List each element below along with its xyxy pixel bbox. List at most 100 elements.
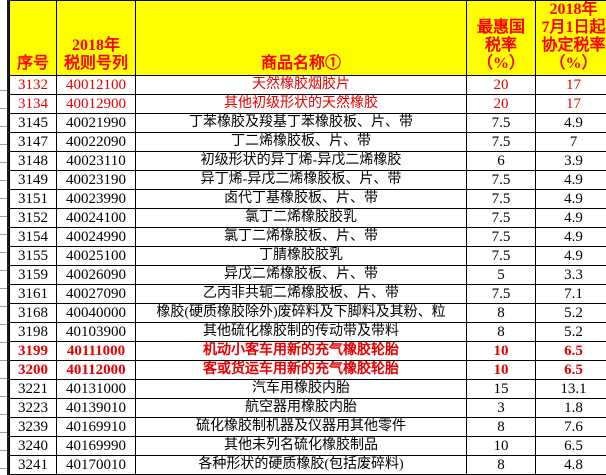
cell-code: 40026090: [56, 265, 136, 285]
header-tariff-code: 2018年 税则号列: [56, 0, 136, 76]
table-row: 3149 40023190 异丁烯-异戊二烯橡胶板、片、带 7.5 4.9: [9, 170, 606, 190]
cell-seq: 3168: [9, 303, 57, 323]
cell-seq: 3147: [9, 132, 57, 152]
cell-name: 丁二烯橡胶板、片、带: [135, 132, 467, 152]
cell-agr: 17: [535, 75, 606, 95]
cell-seq: 3161: [9, 284, 57, 304]
cell-agr: 4.9: [535, 113, 606, 133]
cell-seq: 3223: [9, 398, 57, 418]
cell-name: 客或货运车用新的充气橡胶轮胎: [135, 360, 467, 380]
cell-name: 硫化橡胶制机器及仪器用其他零件: [135, 417, 467, 437]
cell-agr: 4.9: [535, 170, 606, 190]
cropped-left-column: [0, 0, 9, 475]
cell-name: 天然橡胶烟胶片: [135, 75, 467, 95]
cell-agr: 3.3: [535, 265, 606, 285]
cell-name: 汽车用橡胶内胎: [135, 379, 467, 399]
table-row: 3198 40103900 其他硫化橡胶制的传动带及带料 8 5.2: [9, 322, 606, 342]
tariff-rate-table: 序号 2018年 税则号列 商品名称① 最惠国 税率 （%） 2018年 7月1日起 协定…: [9, 0, 606, 475]
header-row: 序号 2018年 税则号列 商品名称① 最惠国 税率 （%） 2018年 7月1日起 协定…: [9, 0, 606, 76]
cell-agr: 6.5: [535, 436, 606, 456]
cell-name: 其他初级形状的天然橡胶: [135, 94, 467, 114]
table-row: 3240 40169990 其他未列名硫化橡胶制品 10 6.5: [9, 436, 606, 456]
cell-mfn: 7.5: [466, 208, 536, 228]
cell-agr: 3.9: [535, 151, 606, 171]
table-row: 3151 40023990 卤代丁基橡胶板、片、带 7.5 4.9: [9, 189, 606, 209]
cell-mfn: 8: [466, 303, 536, 323]
table-row: 3148 40023110 初级形状的异丁烯-异戊二烯橡胶 6 3.9: [9, 151, 606, 171]
table-row: 3134 40012900 其他初级形状的天然橡胶 20 17: [9, 94, 606, 114]
cell-code: 40131000: [56, 379, 136, 399]
cell-seq: 3152: [9, 208, 57, 228]
cell-name: 初级形状的异丁烯-异戊二烯橡胶: [135, 151, 467, 171]
cell-mfn: 7.5: [466, 284, 536, 304]
cell-name: 氯丁二烯橡胶板、片、带: [135, 227, 467, 247]
cell-name: 卤代丁基橡胶板、片、带: [135, 189, 467, 209]
cell-name: 其他未列名硫化橡胶制品: [135, 436, 467, 456]
cell-mfn: 3: [466, 398, 536, 418]
cell-seq: 3145: [9, 113, 57, 133]
cell-name: 丁腈橡胶胶乳: [135, 246, 467, 266]
cell-name: 异丁烯-异戊二烯橡胶板、片、带: [135, 170, 467, 190]
cell-mfn: 15: [466, 379, 536, 399]
table-row: 3147 40022090 丁二烯橡胶板、片、带 7.5 7: [9, 132, 606, 152]
header-agreement-rate: 2018年 7月1日起 协定税率 （%）: [535, 0, 606, 76]
cell-mfn: 7.5: [466, 246, 536, 266]
cell-seq: 3241: [9, 455, 57, 475]
cell-agr: 13.1: [535, 379, 606, 399]
table-row: 3154 40024990 氯丁二烯橡胶板、片、带 7.5 4.9: [9, 227, 606, 247]
cell-code: 40023190: [56, 170, 136, 190]
cell-mfn: 20: [466, 75, 536, 95]
cell-seq: 3239: [9, 417, 57, 437]
cell-code: 40169990: [56, 436, 136, 456]
header-product-name: 商品名称①: [135, 0, 467, 76]
cell-code: 40024990: [56, 227, 136, 247]
cell-code: 40012900: [56, 94, 136, 114]
cell-agr: 5.2: [535, 322, 606, 342]
cell-agr: 1.8: [535, 398, 606, 418]
cell-agr: 4.9: [535, 227, 606, 247]
cell-seq: 3149: [9, 170, 57, 190]
cell-agr: 5.2: [535, 303, 606, 323]
cell-agr: 7.6: [535, 417, 606, 437]
cell-code: 40170010: [56, 455, 136, 475]
cell-code: 40112000: [56, 360, 136, 380]
cell-name: 乙丙非共轭二烯橡胶板、片、带: [135, 284, 467, 304]
cell-agr: 4.9: [535, 189, 606, 209]
cell-seq: 3200: [9, 360, 57, 380]
cell-mfn: 7.5: [466, 132, 536, 152]
table-row: 3132 40012100 天然橡胶烟胶片 20 17: [9, 75, 606, 95]
table-row: 3168 40040000 橡胶(硬质橡胶除外)废碎料及下脚料及其粉、粒 8 5.2: [9, 303, 606, 323]
cell-mfn: 7.5: [466, 170, 536, 190]
cell-agr: 4.9: [535, 208, 606, 228]
cell-agr: 17: [535, 94, 606, 114]
cell-seq: 3151: [9, 189, 57, 209]
cell-mfn: 8: [466, 417, 536, 437]
cell-code: 40022090: [56, 132, 136, 152]
cell-code: 40012100: [56, 75, 136, 95]
table-row: 3221 40131000 汽车用橡胶内胎 15 13.1: [9, 379, 606, 399]
table-row: 3200 40112000 客或货运车用新的充气橡胶轮胎 10 6.5: [9, 360, 606, 380]
table-row: 3239 40169910 硫化橡胶制机器及仪器用其他零件 8 7.6: [9, 417, 606, 437]
cell-agr: 6.5: [535, 360, 606, 380]
cell-seq: 3134: [9, 94, 57, 114]
cell-mfn: 7.5: [466, 227, 536, 247]
cell-code: 40139010: [56, 398, 136, 418]
cell-code: 40103900: [56, 322, 136, 342]
cell-mfn: 8: [466, 455, 536, 475]
cell-mfn: 7.5: [466, 113, 536, 133]
cell-mfn: 6: [466, 151, 536, 171]
cell-name: 氯丁二烯橡胶胶乳: [135, 208, 467, 228]
cell-code: 40023990: [56, 189, 136, 209]
table-body: 3132 40012100 天然橡胶烟胶片 20 17 3134 40012900 其他初级形…: [9, 75, 606, 475]
cell-seq: 3155: [9, 246, 57, 266]
cell-code: 40021990: [56, 113, 136, 133]
table-header: 序号 2018年 税则号列 商品名称① 最惠国 税率 （%） 2018年 7月1日起 协定…: [9, 0, 606, 76]
table-row: 3159 40026090 异戊二烯橡胶板、片、带 5 3.3: [9, 265, 606, 285]
header-mfn-rate: 最惠国 税率 （%）: [466, 0, 536, 76]
cell-seq: 3198: [9, 322, 57, 342]
cell-name: 异戊二烯橡胶板、片、带: [135, 265, 467, 285]
cell-code: 40169910: [56, 417, 136, 437]
cell-code: 40027090: [56, 284, 136, 304]
cell-name: 机动小客车用新的充气橡胶轮胎: [135, 341, 467, 361]
